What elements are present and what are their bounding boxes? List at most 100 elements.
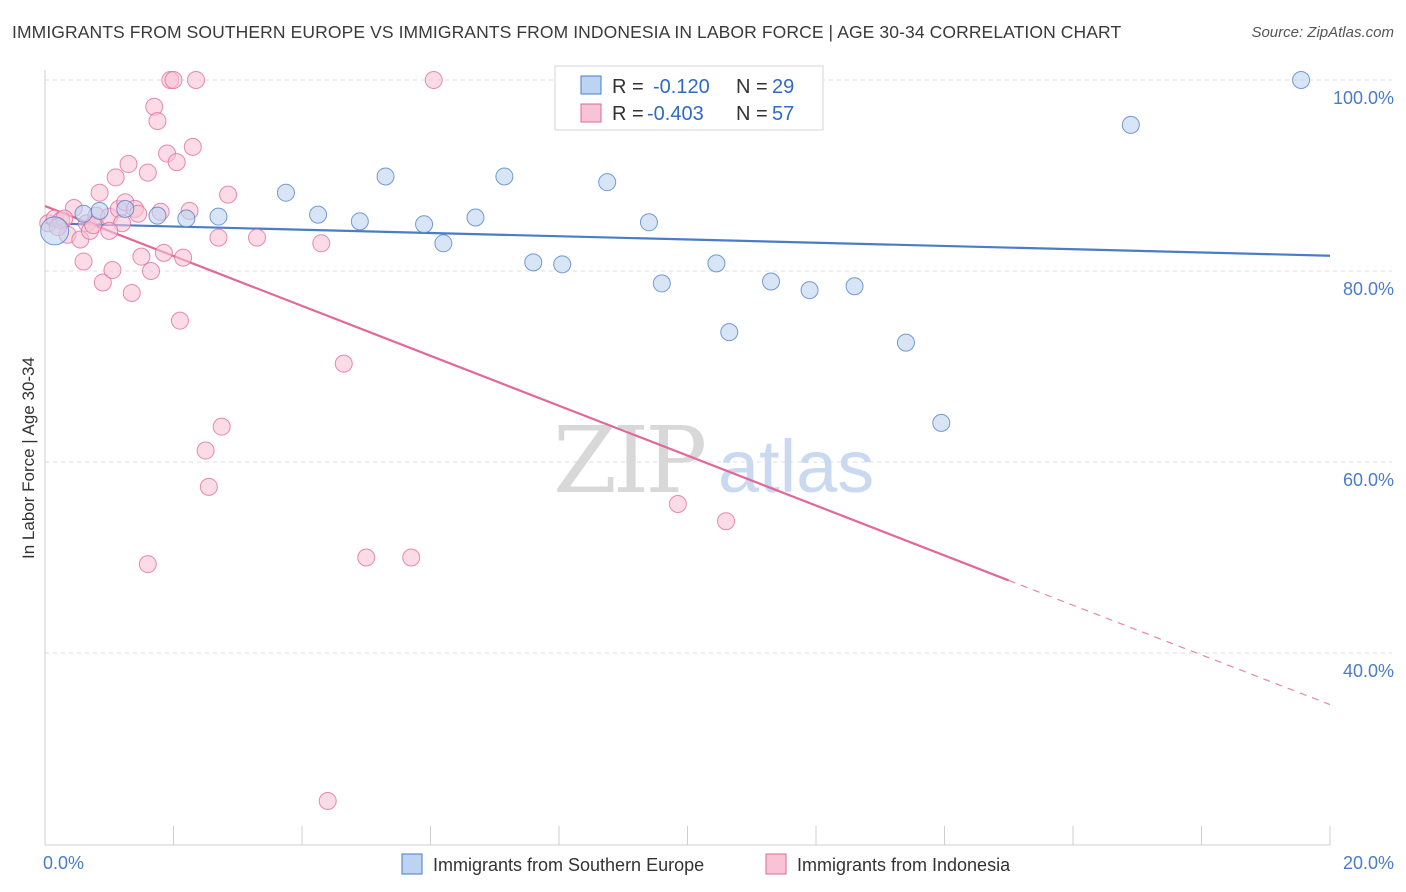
point-southern-europe [309,205,328,224]
point-indonesia [74,252,93,271]
grid-lines [45,79,1392,654]
legend-r-value-2: -0.403 [647,103,704,125]
point-indonesia [106,168,125,187]
point-indonesia [138,555,157,574]
legend-n-value-2: 57 [772,103,794,125]
bottom-legend-label-blue: Immigrants from Southern Europe [433,855,704,875]
bottom-legend-swatch-blue [401,853,423,875]
point-indonesia [219,185,238,204]
point-southern-europe [177,209,196,228]
point-indonesia [199,477,218,496]
watermark-atlas: atlas [718,425,874,508]
point-southern-europe [415,215,434,234]
point-indonesia [122,283,141,302]
point-southern-europe [90,201,109,220]
trend-lines [44,205,1331,706]
point-indonesia [90,183,109,202]
point-southern-europe [1121,115,1140,134]
point-southern-europe [553,255,572,274]
point-southern-europe [639,213,658,232]
point-indonesia [103,261,122,280]
point-indonesia [248,228,267,247]
point-southern-europe [845,277,864,296]
point-southern-europe [598,173,617,192]
bottom-legend-swatch-pink [765,853,787,875]
point-southern-europe [896,333,915,352]
point-indonesia [402,548,421,567]
trend-line-indonesia [44,205,1010,582]
point-indonesia [196,441,215,460]
point-southern-europe [932,413,951,432]
legend-r-label-1: R = [612,76,644,98]
point-southern-europe [495,167,514,186]
point-indonesia [154,243,173,262]
point-indonesia [312,234,331,253]
point-indonesia [93,273,112,292]
point-indonesia [186,71,205,89]
point-indonesia [212,417,231,436]
legend-r-value-1: -0.120 [653,76,710,98]
point-southern-europe [800,281,819,300]
series-legend: Immigrants from Southern Europe Immigran… [401,853,1011,875]
y-tick-label: 60.0% [1343,470,1394,490]
point-indonesia [209,228,228,247]
point-indonesia [170,311,189,330]
point-southern-europe [276,183,295,202]
point-southern-europe [466,208,485,227]
y-tick-label: 40.0% [1343,661,1394,681]
trend-line-southern-europe [44,222,1331,257]
point-southern-europe [116,199,135,218]
point-indonesia [167,153,186,172]
legend-n-label-1: N = [736,76,768,98]
point-indonesia [334,354,353,373]
legend-n-label-2: N = [736,103,768,125]
trend-line-indonesia-extrapolated [1008,579,1331,706]
legend-swatch-pink [580,103,602,123]
chart-title: IMMIGRANTS FROM SOUTHERN EUROPE VS IMMIG… [12,22,1122,42]
point-indonesia [132,247,151,266]
data-points [39,71,1311,811]
point-indonesia [164,71,183,89]
watermark: ZIP atlas [553,407,874,514]
bottom-legend-label-pink: Immigrants from Indonesia [797,855,1011,875]
y-tick-label: 100.0% [1333,88,1394,108]
x-tick-label-end: 20.0% [1343,853,1394,873]
point-southern-europe [524,253,543,272]
point-indonesia [100,221,119,240]
y-tick-labels: 100.0% 80.0% 60.0% 40.0% [1333,88,1394,681]
point-southern-europe [148,206,167,225]
point-indonesia [183,137,202,156]
point-southern-europe [434,234,453,253]
point-indonesia [119,155,138,174]
point-indonesia [174,248,193,267]
point-southern-europe [350,212,369,231]
point-southern-europe [74,204,93,223]
point-southern-europe [707,254,726,273]
legend-swatch-blue [580,75,602,95]
point-southern-europe [762,272,781,291]
legend-r-label-2: R = [612,103,644,125]
point-indonesia [717,512,736,531]
point-southern-europe [720,323,739,342]
point-southern-europe [652,274,671,293]
point-indonesia [138,163,157,182]
point-southern-europe [376,167,395,186]
point-southern-europe [40,216,70,246]
point-indonesia [142,262,161,280]
x-tick-labels: 0.0% 20.0% [43,853,1394,873]
watermark-zip: ZIP [553,407,704,514]
point-indonesia [668,495,687,514]
x-tick-label-start: 0.0% [43,853,84,873]
point-indonesia [424,71,443,89]
point-southern-europe [209,207,228,226]
point-indonesia [148,112,167,131]
correlation-legend: R = -0.120 N = 29 R = -0.403 N = 57 [554,65,824,131]
point-southern-europe [1292,71,1311,89]
legend-n-value-1: 29 [772,76,794,98]
point-indonesia [357,548,376,567]
y-tick-label: 80.0% [1343,279,1394,299]
axes [44,70,1331,846]
source-label: Source: ZipAtlas.com [1251,24,1394,41]
y-axis-title: In Labor Force | Age 30-34 [19,357,38,559]
